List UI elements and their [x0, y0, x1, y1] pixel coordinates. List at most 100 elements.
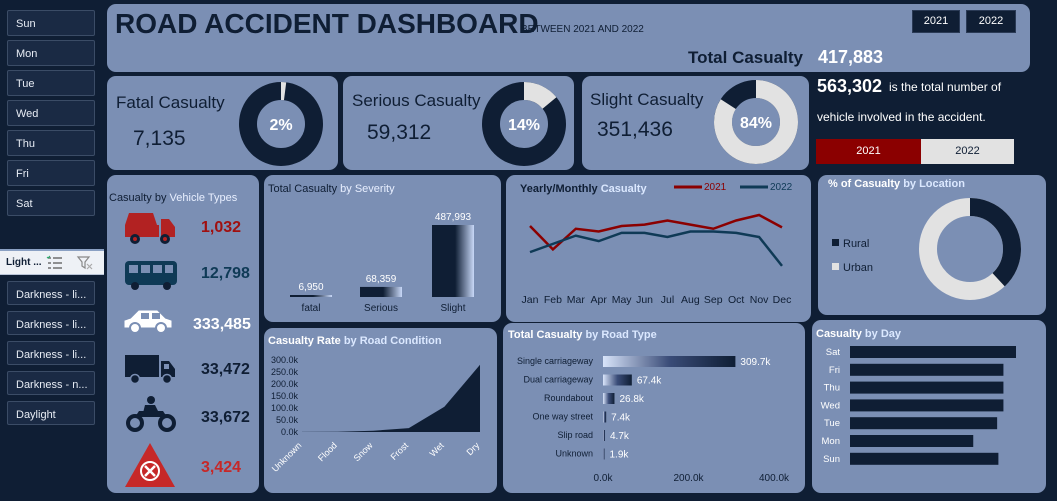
severity-data-label: 6,950 — [298, 282, 323, 293]
severity-bar — [290, 295, 332, 297]
monthly-line-2022 — [529, 230, 783, 267]
location-panel: % of Casualty by Location Rural Urban — [818, 175, 1046, 315]
road-condition-chart: Casualty Rate by Road Condition 300.0k 25… — [268, 335, 482, 474]
van-icon — [125, 355, 175, 385]
month-tick-label: Nov — [750, 294, 769, 306]
header-panel: ROAD ACCIDENT DASHBOARD BETWEEN 2021 AND… — [107, 4, 1030, 72]
kpi-slight-donut: 84% — [714, 80, 798, 164]
severity-bar — [360, 286, 402, 297]
day-bar — [850, 399, 1004, 412]
severity-category-label: Serious — [364, 303, 398, 314]
year-button-2022[interactable]: 2022 — [966, 10, 1016, 33]
day-item-wed[interactable]: Wed — [7, 100, 95, 126]
day-bar — [850, 435, 974, 447]
multi-select-icon[interactable] — [46, 255, 64, 271]
light-slicer-header: Light ... — [0, 251, 104, 275]
monthly-title: Yearly/Monthly Casualty — [520, 183, 647, 195]
month-tick-label: Sep — [704, 294, 723, 306]
vehicles-involved-text2: vehicle involved in the accident. — [817, 110, 986, 124]
condition-area — [302, 364, 480, 432]
day-category-label: Fri — [829, 365, 840, 376]
legend-2021: 2021 — [816, 139, 921, 164]
van-value: 33,472 — [201, 361, 250, 378]
light-item-3[interactable]: Darkness - li... — [7, 341, 95, 365]
roadtype-x-tick: 0.0k — [594, 473, 614, 484]
truck-value: 1,032 — [201, 219, 242, 236]
condition-x-tick: Snow — [352, 440, 375, 463]
location-legend-swatch — [832, 263, 839, 270]
day-item-tue[interactable]: Tue — [7, 70, 95, 96]
location-legend-label: Rural — [843, 238, 869, 250]
kpi-serious-pct: 14% — [508, 117, 540, 134]
month-tick-label: Feb — [544, 294, 562, 306]
roadtype-category-label: Roundabout — [544, 393, 594, 403]
location-legend-swatch — [832, 239, 839, 246]
severity-bar — [432, 225, 474, 297]
day-title: Casualty by Day — [816, 328, 902, 340]
truck-icon — [125, 213, 175, 244]
month-tick-label: Apr — [591, 294, 608, 306]
severity-category-label: fatal — [302, 303, 321, 314]
other-vehicle-value: 3,424 — [201, 459, 242, 476]
light-item-4[interactable]: Darkness - n... — [7, 371, 95, 395]
legend-label-2021: 2021 — [704, 182, 727, 193]
bus-value: 12,798 — [201, 265, 250, 282]
day-item-sun[interactable]: Sun — [7, 10, 95, 36]
car-icon — [124, 310, 172, 334]
month-tick-label: Oct — [728, 294, 744, 306]
day-item-fri[interactable]: Fri — [7, 160, 95, 186]
day-bar — [850, 417, 998, 430]
kpi-fatal-pct: 2% — [269, 117, 292, 134]
roadtype-bar — [603, 374, 632, 386]
roadtype-bar — [603, 356, 736, 367]
roadtype-data-label: 1.9k — [610, 450, 630, 461]
condition-y-tick: 50.0k — [276, 415, 299, 425]
monthly-panel: Yearly/Monthly Casualty 2021 2022 Jan Feb Ma… — [506, 175, 811, 322]
condition-x-tick: Unknown — [270, 440, 304, 474]
light-slicer-title: Light ... — [6, 257, 42, 268]
light-item-1[interactable]: Darkness - li... — [7, 281, 95, 305]
condition-y-tick: 200.0k — [271, 379, 299, 389]
month-tick-label: Jul — [661, 294, 674, 306]
roadtype-data-label: 7.4k — [611, 413, 631, 424]
day-chart: Casualty by Day Sat Fri Thu Wed Tue Mon Sun — [816, 328, 1016, 465]
legend-2022: 2022 — [921, 139, 1014, 164]
roadtype-category-label: Slip road — [557, 430, 593, 440]
roadtype-title: Total Casualty by Road Type — [508, 329, 657, 341]
month-tick-label: Dec — [773, 294, 792, 306]
light-item-5[interactable]: Daylight — [7, 401, 95, 425]
day-item-mon[interactable]: Mon — [7, 40, 95, 66]
day-panel: Casualty by Day Sat Fri Thu Wed Tue Mon Sun — [812, 320, 1046, 493]
day-category-label: Sat — [826, 347, 841, 358]
roadtype-x-tick: 200.0k — [673, 473, 704, 484]
roadtype-bar — [603, 393, 615, 404]
condition-x-tick: Flood — [316, 440, 339, 463]
roadtype-category-label: One way street — [532, 412, 593, 422]
day-item-sat[interactable]: Sat — [7, 190, 95, 216]
clear-filter-icon[interactable] — [76, 255, 94, 271]
roadtype-category-label: Unknown — [555, 449, 593, 459]
roadtype-category-label: Single carriageway — [517, 356, 594, 366]
condition-y-tick: 300.0k — [271, 355, 299, 365]
month-tick-label: Mar — [567, 294, 586, 306]
kpi-slight-label: Slight Casualty — [590, 90, 704, 109]
year-button-2021[interactable]: 2021 — [912, 10, 960, 33]
total-casualty-value: 417,883 — [818, 47, 884, 67]
monthly-chart: Yearly/Monthly Casualty 2021 2022 Jan Feb Ma… — [520, 182, 793, 306]
roadtype-category-label: Dual carriageway — [523, 375, 593, 385]
day-item-thu[interactable]: Thu — [7, 130, 95, 156]
vehicles-involved-value: 563,302 — [817, 76, 883, 96]
vehicle-title-b: Vehicle Types — [169, 192, 238, 204]
location-title: % of Casualty by Location — [828, 178, 965, 190]
severity-chart: 6,950 fatal 68,359 Serious 487,993 Slight — [290, 212, 474, 314]
car-value: 333,485 — [193, 316, 251, 333]
roadtype-data-label: 309.7k — [740, 357, 771, 368]
severity-data-label: 487,993 — [435, 212, 472, 223]
day-bar — [850, 346, 1016, 358]
other-vehicle-warning-icon — [125, 443, 175, 487]
kpi-fatal-panel: Fatal Casualty 7,135 2% — [107, 76, 338, 170]
light-item-2[interactable]: Darkness - li... — [7, 311, 95, 335]
roadtype-data-label: 4.7k — [610, 431, 630, 442]
condition-y-tick: 150.0k — [271, 391, 299, 401]
kpi-slight-pct: 84% — [740, 115, 772, 132]
